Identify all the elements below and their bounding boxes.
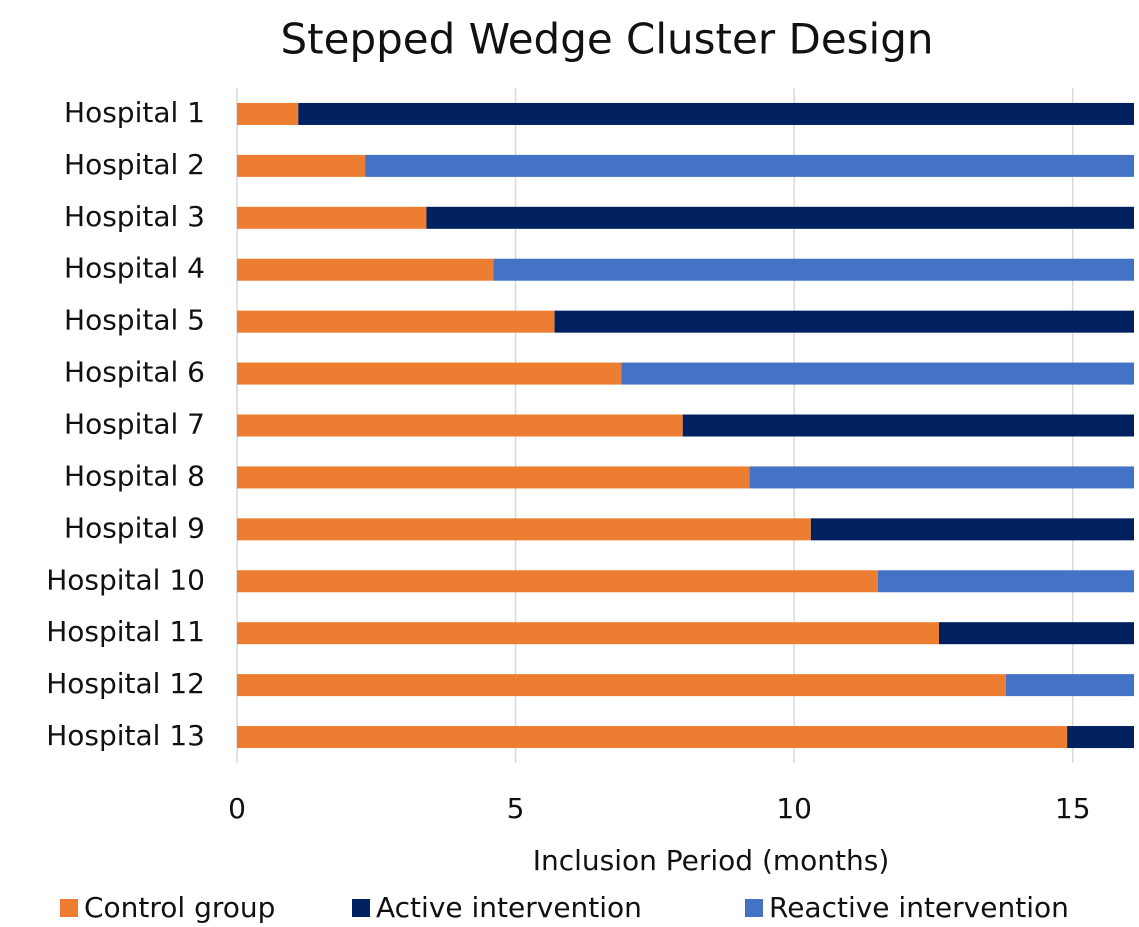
bar-segment [493, 258, 1134, 281]
y-tick-label: Hospital 5 [64, 304, 205, 337]
x-axis-label: Inclusion Period (months) [533, 844, 890, 877]
bar-segment [749, 466, 1134, 489]
legend-swatch [745, 899, 763, 917]
bar-segment [237, 674, 1006, 697]
x-tick-label: 0 [228, 792, 246, 825]
y-tick-label: Hospital 12 [46, 667, 205, 700]
bar-segment [237, 518, 811, 541]
legend-label: Control group [84, 891, 275, 924]
x-tick-label: 5 [507, 792, 525, 825]
y-tick-label: Hospital 6 [64, 356, 205, 389]
legend-swatch [60, 899, 78, 917]
bar-segment [237, 206, 427, 229]
y-tick-label: Hospital 1 [64, 96, 205, 129]
bar-segment [237, 622, 939, 645]
x-tick-label: 10 [776, 792, 812, 825]
bar-segment [237, 310, 555, 333]
bar-segment [1067, 726, 1134, 749]
legend-label: Reactive intervention [769, 891, 1069, 924]
bar-segment [237, 362, 622, 385]
bar-segment [237, 258, 494, 281]
y-tick-label: Hospital 4 [64, 252, 205, 285]
x-tick-label: 15 [1055, 792, 1091, 825]
y-tick-label: Hospital 8 [64, 459, 205, 492]
bar-segment [1005, 674, 1134, 697]
bar-segment [237, 570, 878, 593]
bar-segment [877, 570, 1134, 593]
bar-segment [621, 362, 1134, 385]
bar-segment [426, 206, 1134, 229]
y-tick-label: Hospital 3 [64, 200, 205, 233]
bar-segment [554, 310, 1134, 333]
bar-segment [810, 518, 1134, 541]
bar-segment [682, 414, 1134, 437]
bar-segment [939, 622, 1134, 645]
bar-segment [237, 466, 750, 489]
legend-swatch [352, 899, 370, 917]
bar-segment [365, 154, 1135, 177]
y-tick-label: Hospital 7 [64, 408, 205, 441]
y-tick-label: Hospital 9 [64, 511, 205, 544]
legend-label: Active intervention [376, 891, 642, 924]
y-tick-label: Hospital 2 [64, 148, 205, 181]
chart-title: Stepped Wedge Cluster Design [281, 15, 934, 64]
bar-segment [237, 414, 683, 437]
bar-segment [237, 726, 1068, 749]
bar-segment [237, 102, 299, 125]
bar-segment [298, 102, 1134, 125]
y-tick-label: Hospital 10 [46, 563, 205, 596]
y-tick-label: Hospital 11 [46, 615, 205, 648]
bar-segment [237, 154, 366, 177]
y-tick-label: Hospital 13 [46, 719, 205, 752]
